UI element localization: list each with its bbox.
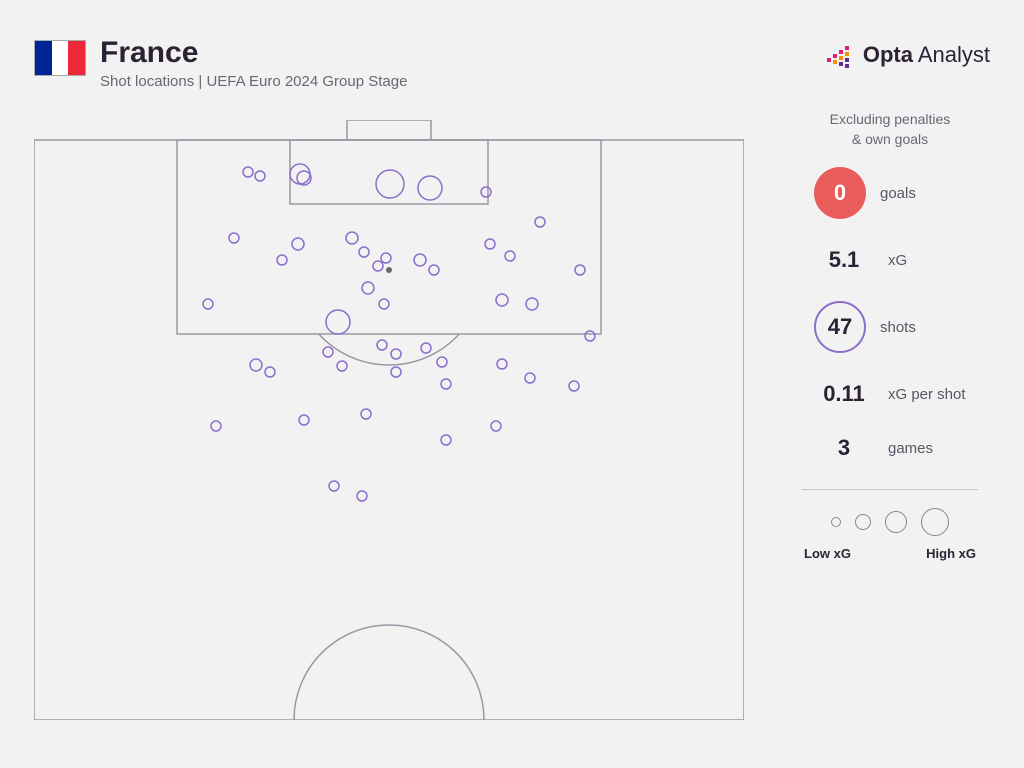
stat-value: 0 (814, 167, 866, 219)
stat-value: 5.1 (814, 247, 874, 273)
legend-labels: Low xG High xG (790, 546, 990, 561)
legend-circle (885, 511, 907, 533)
stat-value: 0.11 (814, 381, 874, 407)
stat-shots: 47 shots (790, 301, 990, 353)
logo-text: Opta Analyst (863, 42, 990, 68)
stat-label: goals (880, 185, 916, 202)
stat-label: xG (888, 252, 907, 269)
stat-xgps: 0.11 xG per shot (790, 381, 990, 407)
flag-stripe (52, 41, 69, 75)
logo-mark-icon (825, 40, 855, 70)
stats-panel: Excluding penalties & own goals 0 goals … (790, 110, 990, 561)
stat-games: 3 games (790, 435, 990, 461)
note-line: Excluding penalties (830, 111, 951, 127)
stat-value: 3 (814, 435, 874, 461)
logo-bold: Opta (863, 42, 913, 67)
legend-circle (831, 517, 841, 527)
stat-value: 47 (814, 301, 866, 353)
title-block: France Shot locations | UEFA Euro 2024 G… (100, 36, 407, 90)
divider (802, 489, 978, 490)
stat-goals: 0 goals (790, 167, 990, 219)
legend-circle (855, 514, 871, 530)
xg-size-legend (790, 508, 990, 536)
flag-icon (34, 40, 86, 76)
stat-label: shots (880, 319, 916, 336)
note-line: & own goals (852, 131, 928, 147)
header: France Shot locations | UEFA Euro 2024 G… (34, 36, 407, 90)
stats-note: Excluding penalties & own goals (790, 110, 990, 149)
legend-low: Low xG (804, 546, 851, 561)
logo-rest: Analyst (913, 42, 990, 67)
legend-circle (921, 508, 949, 536)
stat-xg: 5.1 xG (790, 247, 990, 273)
legend-high: High xG (926, 546, 976, 561)
stat-label: xG per shot (888, 386, 966, 403)
chart-subtitle: Shot locations | UEFA Euro 2024 Group St… (100, 73, 407, 90)
pitch-chart (34, 120, 744, 700)
stat-label: games (888, 440, 933, 457)
flag-stripe (35, 41, 52, 75)
brand-logo: Opta Analyst (825, 40, 990, 70)
flag-stripe (68, 41, 85, 75)
team-name: France (100, 36, 407, 70)
